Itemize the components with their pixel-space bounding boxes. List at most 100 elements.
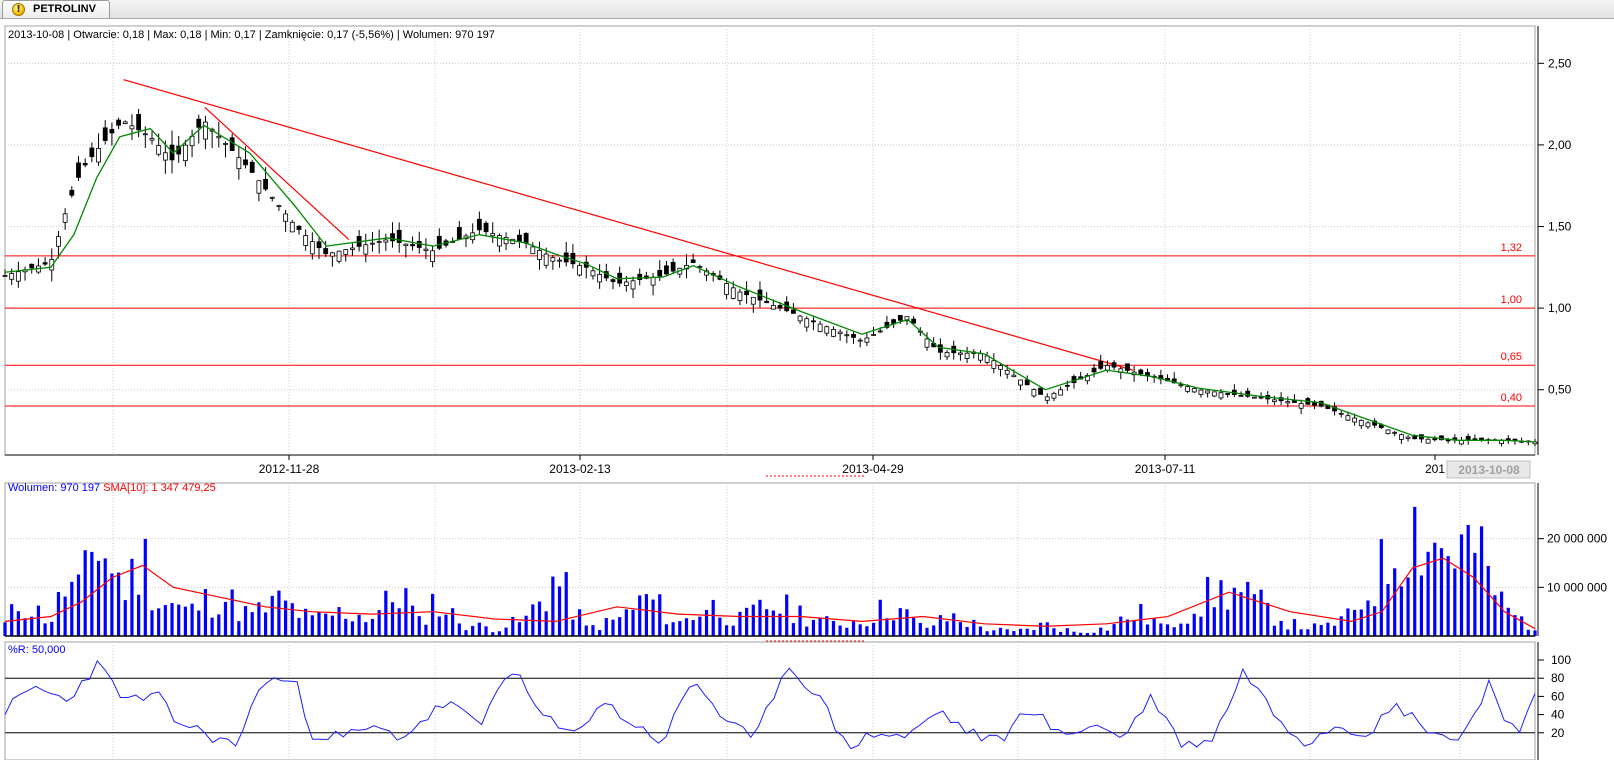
- volume-bar: [116, 572, 121, 636]
- candle-body: [1051, 392, 1057, 399]
- volume-bar: [370, 618, 375, 636]
- candle-body: [1171, 378, 1177, 384]
- price-y-tick-label: 2,50: [1548, 56, 1572, 70]
- volume-bar: [551, 576, 555, 636]
- volume-bar: [758, 599, 762, 636]
- volume-bar: [123, 600, 127, 636]
- volume-bar: [557, 586, 562, 636]
- volume-bar: [444, 614, 448, 636]
- volume-bar: [1092, 632, 1096, 636]
- candle-body: [1285, 401, 1291, 404]
- candle-body: [156, 145, 162, 155]
- tab-petroliinv[interactable]: ! PETROLINV: [2, 0, 110, 18]
- candle-body: [744, 290, 750, 296]
- candle-body: [343, 249, 349, 255]
- candle-body: [42, 262, 48, 265]
- candle-body: [336, 250, 342, 262]
- candle-body: [1064, 384, 1070, 387]
- candle-body: [610, 279, 616, 282]
- volume-bar: [23, 618, 27, 636]
- info-open: 0,18: [123, 29, 144, 41]
- candle-body: [517, 234, 522, 242]
- volume-bar: [257, 602, 261, 636]
- volume-bar: [865, 626, 869, 636]
- volume-bar: [1406, 577, 1410, 636]
- volume-bar: [765, 609, 769, 636]
- candle-body: [831, 329, 836, 337]
- volume-bar: [684, 618, 689, 636]
- volume-bar: [50, 621, 54, 636]
- volume-bar: [217, 614, 221, 636]
- info-min-label: Min:: [211, 29, 232, 41]
- candle-body: [1004, 369, 1010, 375]
- volume-bar: [1172, 627, 1176, 636]
- volume-bar: [1353, 609, 1357, 636]
- volume-bar: [364, 622, 368, 636]
- volume-bar: [1239, 592, 1243, 636]
- volume-bar: [1466, 525, 1470, 636]
- candle-body: [944, 352, 950, 358]
- candle-body: [430, 250, 435, 263]
- volume-bar: [1145, 624, 1150, 636]
- candle-body: [102, 127, 108, 141]
- wr-y-tick-label: 40: [1551, 708, 1565, 722]
- volume-bar: [664, 624, 669, 636]
- volume-bar: [377, 610, 381, 636]
- candle-body: [523, 233, 529, 244]
- volume-bar: [851, 621, 856, 636]
- sma-legend: SMA[10]: 1 347 479,25: [103, 482, 216, 494]
- candle-body: [750, 296, 756, 305]
- volume-bar: [1179, 623, 1183, 636]
- candle-body: [1245, 390, 1251, 397]
- volume-bar: [711, 599, 715, 636]
- candle-body: [884, 321, 890, 328]
- volume-bar: [598, 630, 602, 636]
- candle-body: [597, 273, 603, 283]
- candle-body: [283, 213, 289, 222]
- candle-body: [303, 235, 309, 246]
- candle-body: [490, 233, 496, 237]
- volume-bar: [324, 613, 328, 636]
- volume-bar: [905, 609, 909, 636]
- candle-body: [29, 263, 35, 269]
- candle-body: [263, 178, 268, 190]
- candle-body: [1098, 361, 1104, 369]
- volume-bar: [671, 622, 675, 636]
- price-plot-frame: [4, 25, 1536, 456]
- trend-line: [123, 79, 1134, 371]
- volume-bar: [16, 611, 20, 636]
- candle-body: [89, 147, 95, 158]
- volume-bar: [477, 622, 481, 636]
- candle-body: [1145, 372, 1150, 376]
- candle-body: [329, 252, 335, 257]
- volume-bar: [410, 605, 415, 636]
- candle-body: [109, 129, 115, 134]
- volume-bar: [1286, 629, 1290, 636]
- candle-body: [1031, 389, 1037, 397]
- volume-bar: [43, 623, 47, 636]
- candle-body: [1125, 363, 1130, 371]
- volume-bar: [1359, 609, 1363, 636]
- candle-body: [196, 118, 202, 128]
- volume-bar: [3, 622, 7, 636]
- volume-bar: [511, 617, 515, 636]
- candle-body: [309, 241, 315, 255]
- candle-body: [456, 227, 462, 240]
- volume-bar: [30, 616, 34, 636]
- candle-body: [557, 259, 562, 262]
- volume-bar: [56, 591, 61, 636]
- volume-bar: [1259, 589, 1263, 636]
- candle-body: [410, 244, 415, 247]
- volume-bar: [1112, 624, 1116, 636]
- volume-bar: [1012, 631, 1016, 636]
- volume-bar: [1386, 584, 1390, 636]
- wr-plot-frame: [4, 641, 1536, 760]
- volume-bar: [1119, 616, 1123, 636]
- candle-body: [383, 239, 389, 243]
- volume-bar: [1159, 623, 1163, 636]
- volume-bar: [110, 573, 114, 636]
- price-panel: 1,321,000,650,400,501,001,502,002,502012…: [2, 25, 1572, 479]
- candle-body: [1024, 379, 1030, 386]
- candle-body: [1392, 431, 1398, 434]
